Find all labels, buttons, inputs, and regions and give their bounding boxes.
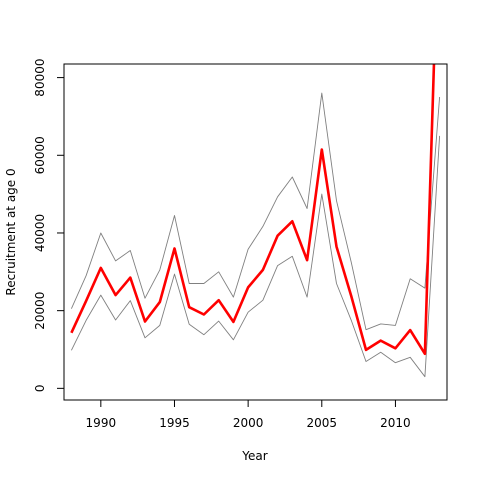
series-line-lower [70,135,441,378]
x-tick-label: 1990 [86,416,117,430]
series-line-upper [70,92,441,331]
y-axis-label: Recruitment at age 0 [4,168,18,295]
y-tick-label: 40000 [33,214,47,252]
x-tick-label: 2005 [307,416,338,430]
y-tick-label: 20000 [33,292,47,330]
y-axis: 0 20000 40000 60000 80000 [33,59,65,393]
x-tick-label: 2010 [380,416,411,430]
series-line-estimate [70,64,436,356]
x-tick-label: 1995 [159,416,190,430]
x-axis-label: Year [241,449,267,463]
y-tick-label: 60000 [33,136,47,174]
y-tick-label: 0 [33,385,47,393]
y-tick-label: 80000 [33,59,47,97]
x-tick-label: 2000 [233,416,264,430]
x-axis: 1990 1995 2000 2005 2010 [86,399,411,430]
plot-frame [63,63,448,401]
series-layer [70,64,441,378]
